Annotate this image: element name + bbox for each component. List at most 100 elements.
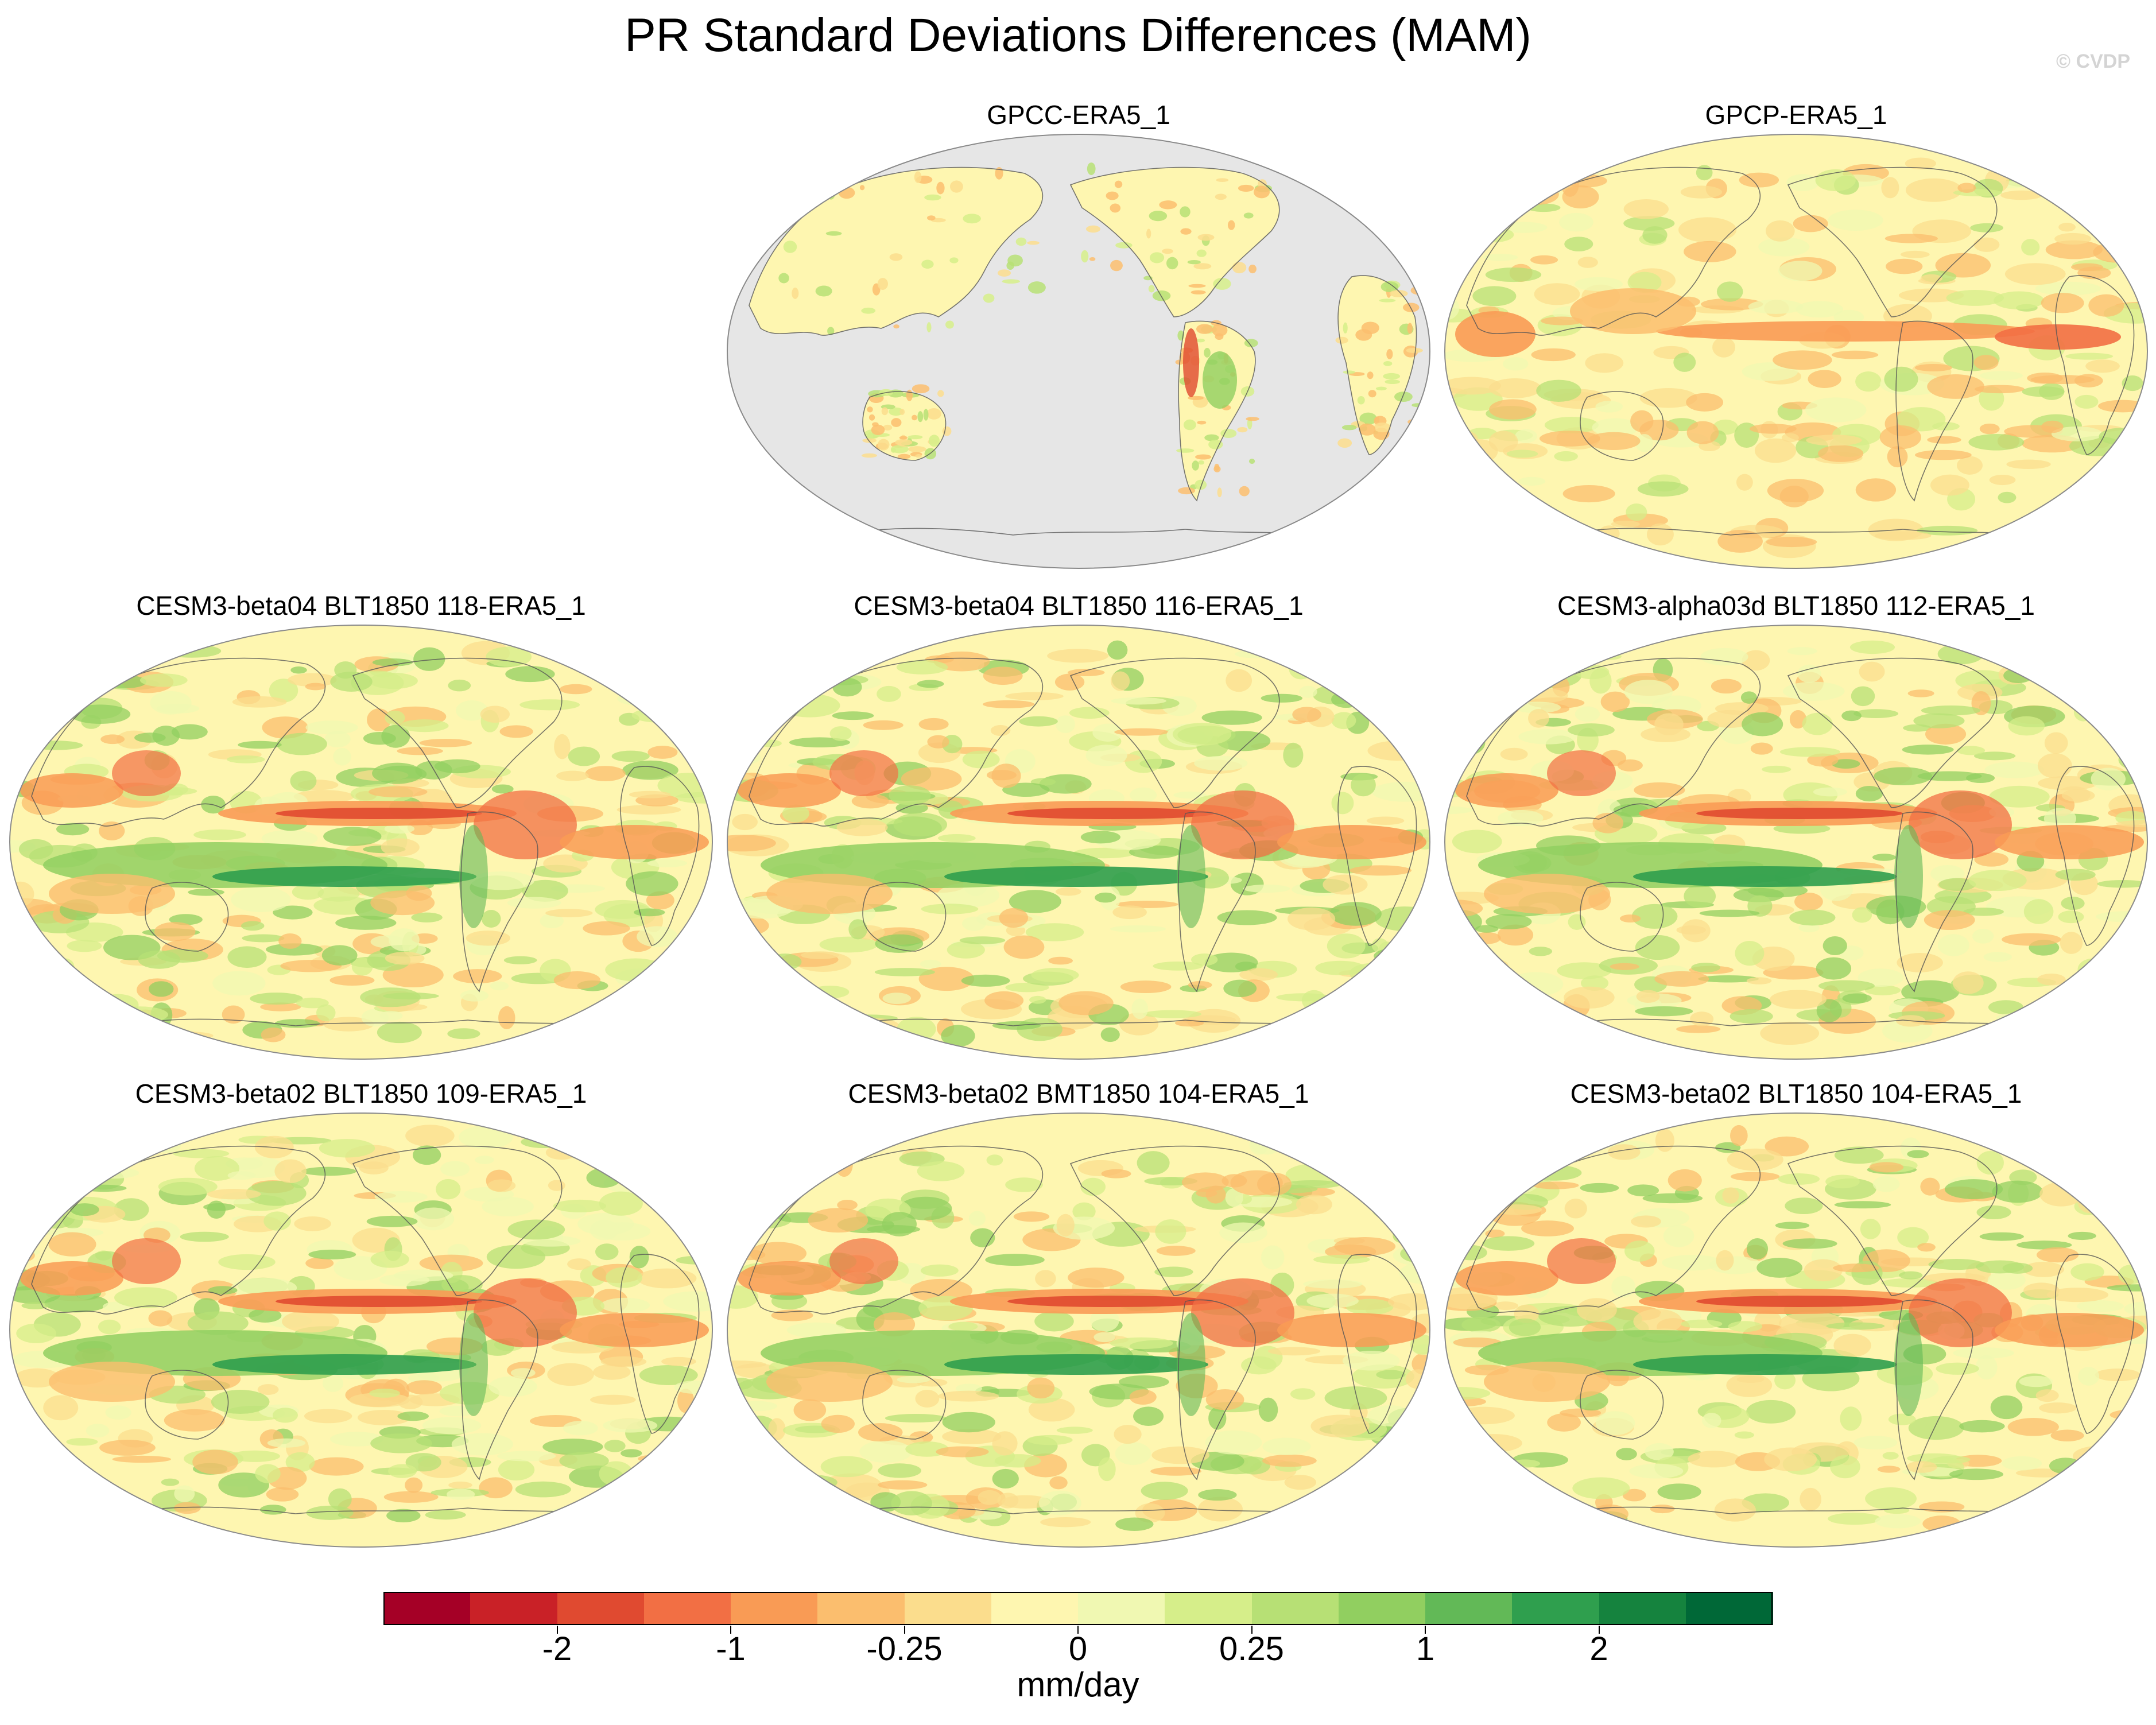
- anomaly-patch: [1984, 761, 2045, 778]
- anomaly-patch: [2098, 400, 2147, 413]
- anomaly-patch: [878, 1480, 928, 1490]
- anomaly-patch: [1038, 1490, 1081, 1515]
- anomaly-patch: [510, 1368, 536, 1378]
- anomaly-patch: [836, 819, 888, 836]
- panel-title: CESM3-beta04 BLT1850 118-ERA5_1: [136, 591, 586, 621]
- anomaly-patch: [1592, 812, 1624, 834]
- anomaly-patch: [481, 910, 501, 928]
- anomaly-patch: [2070, 1263, 2104, 1281]
- anomaly-patch: [1445, 1394, 1458, 1416]
- anomaly-patch: [832, 173, 848, 180]
- anomaly-patch: [498, 1006, 515, 1030]
- anomaly-patch: [568, 746, 600, 766]
- anomaly-patch: [154, 922, 196, 941]
- anomaly-patch: [112, 750, 181, 796]
- anomaly-patch: [207, 1189, 261, 1200]
- anomaly-patch: [646, 1022, 670, 1041]
- anomaly-patch: [1760, 1021, 1820, 1045]
- anomaly-patch: [1115, 242, 1133, 249]
- anomaly-patch: [1385, 379, 1401, 385]
- anomaly-patch: [1178, 487, 1195, 495]
- anomaly-patch: [1813, 787, 1847, 797]
- anomaly-patch: [56, 823, 90, 836]
- anomaly-patch: [727, 1134, 744, 1158]
- anomaly-patch: [1055, 887, 1081, 896]
- anomaly-patch: [893, 324, 899, 329]
- anomaly-patch: [1564, 986, 1615, 1009]
- anomaly-patch: [602, 654, 657, 669]
- anomaly-patch: [2122, 375, 2143, 391]
- anomaly-patch: [1327, 1016, 1344, 1034]
- anomaly-patch: [1989, 474, 2016, 486]
- anomaly-patch: [1080, 1177, 1106, 1196]
- anomaly-patch: [276, 732, 327, 755]
- anomaly-patch: [1100, 1027, 1120, 1042]
- anomaly-patch: [1485, 1170, 1539, 1195]
- anomaly-patch: [1627, 1184, 1659, 1197]
- anomaly-patch: [692, 957, 712, 971]
- anomaly-patch: [796, 165, 802, 170]
- anomaly-patch: [1110, 203, 1121, 213]
- anomaly-patch: [1445, 1460, 1457, 1482]
- anomaly-patch: [1385, 1029, 1430, 1037]
- anomaly-patch: [1678, 217, 1737, 243]
- anomaly-patch: [647, 746, 678, 759]
- anomaly-patch: [2107, 1284, 2147, 1292]
- anomaly-patch: [105, 1405, 131, 1420]
- anomaly-patch: [891, 1491, 932, 1515]
- anomaly-patch: [906, 389, 913, 401]
- anomaly-patch: [827, 189, 835, 200]
- anomaly-patch: [893, 812, 947, 837]
- anomaly-patch: [1855, 371, 1882, 392]
- anomaly-patch: [1279, 1140, 1309, 1156]
- anomaly-patch: [642, 1490, 695, 1515]
- anomaly-patch: [1914, 363, 1953, 371]
- colorbar-tick: [1077, 1626, 1079, 1634]
- anomaly-patch: [1389, 1434, 1430, 1442]
- anomaly-patch: [901, 767, 962, 791]
- anomaly-patch: [947, 941, 985, 959]
- map-panel-b104: CESM3-beta02 BMT1850 104-ERA5_1: [726, 1076, 1431, 1570]
- anomaly-patch: [1833, 309, 1864, 325]
- anomaly-patch: [1197, 234, 1215, 241]
- anomaly-patch: [1148, 285, 1155, 293]
- anomaly-patch: [921, 259, 934, 269]
- anomaly-patch: [139, 673, 188, 687]
- anomaly-patch: [1797, 664, 1821, 683]
- anomaly-patch: [1204, 952, 1258, 972]
- anomaly-patch: [2097, 953, 2147, 975]
- anomaly-patch: [1676, 1025, 1721, 1033]
- anomaly-patch: [1341, 424, 1357, 431]
- anomaly-patch: [2116, 820, 2147, 828]
- anomaly-patch: [43, 1395, 79, 1421]
- anomaly-patch: [1557, 962, 1612, 979]
- anomaly-patch: [1785, 1197, 1823, 1215]
- anomaly-patch: [1927, 436, 1961, 444]
- anomaly-patch: [1289, 659, 1313, 680]
- land-north-america: [1071, 167, 1279, 317]
- anomaly-patch: [2091, 767, 2126, 790]
- anomaly-patch: [1005, 982, 1049, 993]
- anomaly-patch: [1728, 1321, 1763, 1332]
- anomaly-patch: [739, 941, 759, 959]
- anomaly-patch: [1886, 258, 1923, 274]
- anomaly-patch: [1101, 1169, 1131, 1179]
- anomaly-patch: [580, 1139, 633, 1158]
- anomaly-patch: [278, 933, 302, 949]
- anomaly-patch: [1717, 530, 1763, 553]
- anomaly-patch: [766, 874, 893, 914]
- anomaly-patch: [1855, 785, 1883, 802]
- anomaly-patch: [790, 679, 827, 692]
- anomaly-patch: [1208, 1406, 1227, 1430]
- anomaly-patch: [1227, 220, 1235, 230]
- anomaly-patch: [2092, 183, 2146, 209]
- anomaly-patch: [1920, 1177, 1940, 1196]
- anomaly-patch: [794, 669, 811, 679]
- anomaly-patch: [2074, 394, 2099, 409]
- anomaly-patch: [1680, 1319, 1723, 1328]
- anomaly-patch: [1035, 1270, 1056, 1288]
- anomaly-patch: [1575, 277, 1623, 291]
- anomaly-patch: [1201, 710, 1262, 725]
- anomaly-patch: [619, 1179, 679, 1189]
- anomaly-patch: [422, 1417, 482, 1435]
